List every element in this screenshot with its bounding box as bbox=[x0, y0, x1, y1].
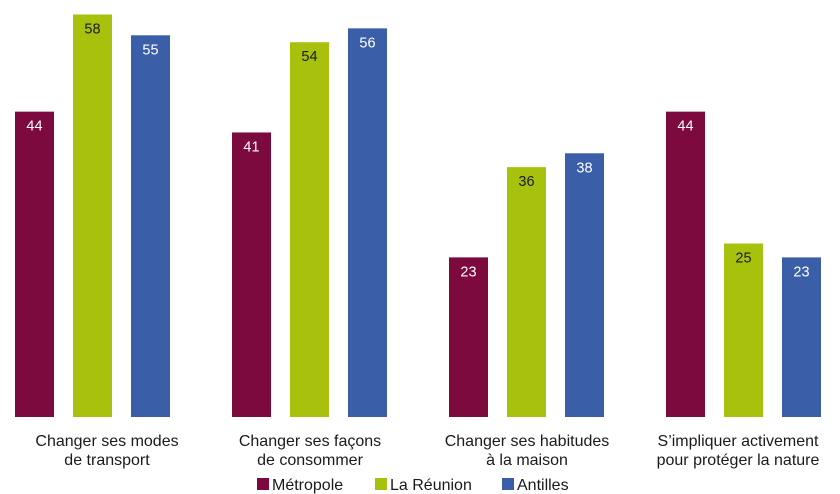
legend-swatch bbox=[502, 478, 514, 490]
category-label: S’impliquer activement bbox=[658, 433, 820, 450]
bar-3-1 bbox=[449, 257, 488, 417]
bar-4-1 bbox=[666, 111, 705, 417]
bar-value-label: 36 bbox=[518, 174, 534, 190]
bar-labels-layer: 44 58 55 41 54 56 23 36 38 44 25 23 bbox=[26, 21, 809, 280]
bars-layer bbox=[15, 14, 821, 418]
bar-value-label: 38 bbox=[576, 160, 592, 176]
legend-swatch bbox=[257, 478, 269, 490]
category-label: de transport bbox=[64, 452, 150, 469]
bar-2-1 bbox=[232, 132, 271, 417]
bar-4-3 bbox=[782, 257, 821, 417]
bar-4-2 bbox=[724, 243, 763, 417]
bar-value-label: 56 bbox=[359, 35, 375, 51]
bar-1-3 bbox=[131, 35, 170, 418]
bar-value-label: 44 bbox=[26, 119, 42, 135]
bar-value-label: 44 bbox=[677, 119, 693, 135]
legend-label: La Réunion bbox=[390, 477, 472, 494]
bar-value-label: 23 bbox=[793, 264, 809, 280]
bar-2-3 bbox=[348, 28, 387, 418]
bar-value-label: 23 bbox=[460, 264, 476, 280]
bar-value-label: 58 bbox=[84, 21, 100, 37]
bar-value-label: 41 bbox=[243, 139, 259, 155]
bar-3-2 bbox=[507, 167, 546, 417]
category-label: Changer ses habitudes bbox=[445, 433, 610, 450]
bar-value-label: 25 bbox=[735, 251, 751, 267]
category-label: à la maison bbox=[486, 452, 568, 469]
bar-2-2 bbox=[290, 42, 329, 418]
category-labels-layer: Changer ses modes de transport Changer ses… bbox=[35, 433, 819, 469]
legend-label: Métropole bbox=[272, 477, 343, 494]
category-label: Changer ses façons bbox=[239, 433, 381, 450]
category-label: de consommer bbox=[257, 452, 363, 469]
legend-swatch bbox=[375, 478, 387, 490]
category-label: Changer ses modes bbox=[35, 433, 178, 450]
legend-label: Antilles bbox=[517, 477, 569, 494]
bar-1-2 bbox=[73, 14, 112, 417]
bar-1-1 bbox=[15, 111, 54, 417]
bar-3-3 bbox=[565, 153, 604, 417]
bar-value-label: 55 bbox=[142, 42, 158, 58]
legend: Métropole La Réunion Antilles bbox=[257, 477, 569, 494]
bar-value-label: 54 bbox=[301, 49, 317, 65]
category-label: pour protéger la nature bbox=[657, 452, 820, 469]
